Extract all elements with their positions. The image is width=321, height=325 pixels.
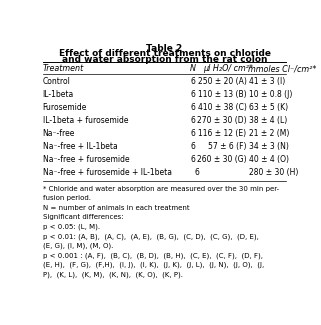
Text: Table 2: Table 2	[146, 44, 183, 53]
Text: Control: Control	[43, 77, 71, 86]
Text: fusion period.: fusion period.	[43, 195, 91, 201]
Text: Na⁻-free + furosemide + IL-1beta: Na⁻-free + furosemide + IL-1beta	[43, 168, 172, 177]
Text: p < 0.01: (A, B),  (A, C),  (A, E),  (B, G),  (C, D),  (C, G),  (D, E),: p < 0.01: (A, B), (A, C), (A, E), (B, G)…	[43, 233, 258, 240]
Text: IL-1beta + furosemide: IL-1beta + furosemide	[43, 116, 128, 125]
Text: (E, G), (I, M), (M, O).: (E, G), (I, M), (M, O).	[43, 243, 113, 249]
Text: 110 ± 13 (B): 110 ± 13 (B)	[198, 90, 247, 99]
Text: Na⁻-free + IL-1beta: Na⁻-free + IL-1beta	[43, 142, 117, 151]
Text: mmoles Cl⁻/cm²*: mmoles Cl⁻/cm²*	[248, 64, 316, 73]
Text: 280 ± 30 (H): 280 ± 30 (H)	[249, 168, 299, 177]
Text: P),  (K, L),  (K, M),  (K, N),  (K, O),  (K, P).: P), (K, L), (K, M), (K, N), (K, O), (K, …	[43, 271, 183, 278]
Text: p < 0.05: (L, M).: p < 0.05: (L, M).	[43, 224, 100, 230]
Text: 38 ± 4 (L): 38 ± 4 (L)	[249, 116, 287, 125]
Text: * Chloride and water absorption are measured over the 30 min per-: * Chloride and water absorption are meas…	[43, 186, 279, 192]
Text: Furosemide: Furosemide	[43, 103, 87, 112]
Text: 57 ± 6 (F): 57 ± 6 (F)	[208, 142, 247, 151]
Text: 34 ± 3 (N): 34 ± 3 (N)	[249, 142, 289, 151]
Text: 410 ± 38 (C): 410 ± 38 (C)	[198, 103, 247, 112]
Text: and water absorption from the rat colon: and water absorption from the rat colon	[62, 55, 267, 63]
Text: 6: 6	[195, 168, 199, 177]
Text: 63 ± 5 (K): 63 ± 5 (K)	[249, 103, 288, 112]
Text: 260 ± 30 (G): 260 ± 30 (G)	[197, 155, 247, 164]
Text: 6: 6	[190, 116, 195, 125]
Text: N: N	[190, 64, 195, 73]
Text: 21 ± 2 (M): 21 ± 2 (M)	[249, 129, 290, 138]
Text: Na⁻-free + furosemide: Na⁻-free + furosemide	[43, 155, 129, 164]
Text: p < 0.001 : (A, F),  (B, C),  (B, D),  (B, H),  (C, E),  (C, F),  (D, F),: p < 0.001 : (A, F), (B, C), (B, D), (B, …	[43, 252, 263, 259]
Text: 41 ± 3 (I): 41 ± 3 (I)	[249, 77, 285, 86]
Text: N = number of animals in each treatment: N = number of animals in each treatment	[43, 205, 189, 211]
Text: 6: 6	[190, 142, 195, 151]
Text: 6: 6	[190, 155, 195, 164]
Text: 6: 6	[190, 77, 195, 86]
Text: Na⁻-free: Na⁻-free	[43, 129, 75, 138]
Text: IL-1beta: IL-1beta	[43, 90, 74, 99]
Text: Effect of different treatments on chloride: Effect of different treatments on chlori…	[58, 49, 271, 58]
Text: 116 ± 12 (E): 116 ± 12 (E)	[198, 129, 247, 138]
Text: 270 ± 30 (D): 270 ± 30 (D)	[197, 116, 247, 125]
Text: μl H₂O/ cm²*: μl H₂O/ cm²*	[203, 64, 253, 73]
Text: Treatment: Treatment	[43, 64, 84, 73]
Text: (E, H),  (F, G),  (F,H),  (I, J),  (I, K),  (J, K),  (J, L),  (J, N),  (J, O),  : (E, H), (F, G), (F,H), (I, J), (I, K), (…	[43, 262, 264, 268]
Text: 40 ± 4 (O): 40 ± 4 (O)	[249, 155, 289, 164]
Text: 250 ± 20 (A): 250 ± 20 (A)	[198, 77, 247, 86]
Text: 6: 6	[190, 90, 195, 99]
Text: 10 ± 0.8 (J): 10 ± 0.8 (J)	[249, 90, 292, 99]
Text: 6: 6	[190, 129, 195, 138]
Text: Significant differences:: Significant differences:	[43, 214, 123, 220]
Text: 6: 6	[190, 103, 195, 112]
